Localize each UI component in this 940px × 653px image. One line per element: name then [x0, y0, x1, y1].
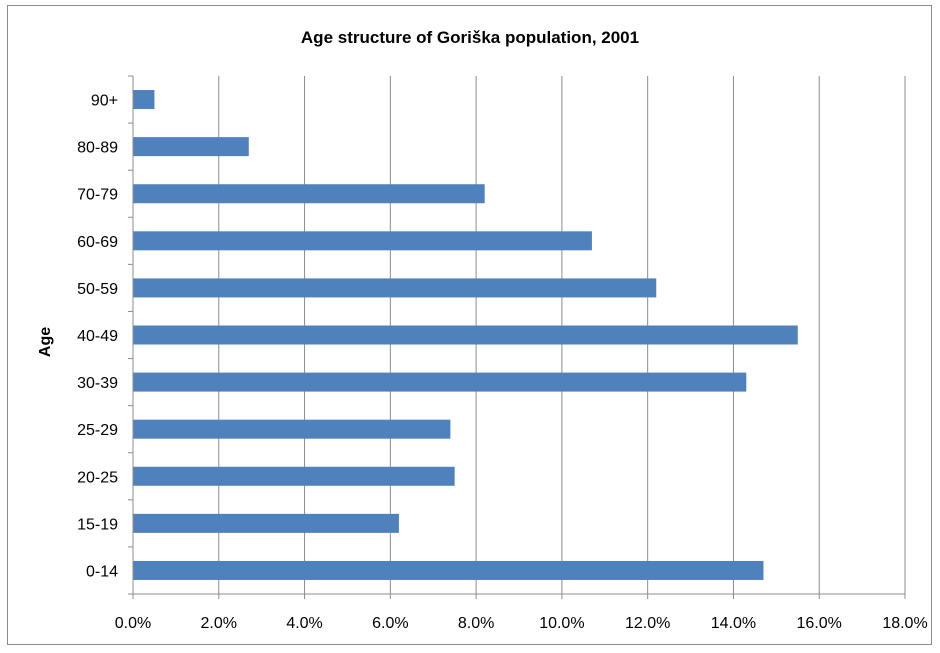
y-tick-label: 60-69: [77, 234, 118, 251]
bar-30-39: [133, 372, 747, 392]
x-tick-label: 0.0%: [115, 615, 151, 632]
x-tick-label: 14.0%: [711, 615, 756, 632]
y-tick-label: 15-19: [77, 516, 118, 533]
y-axis-title: Age: [37, 327, 54, 357]
y-tick-label: 25-29: [77, 422, 118, 439]
bar-15-19: [133, 513, 399, 533]
bar-90+: [133, 90, 155, 110]
x-tick-label: 18.0%: [882, 615, 927, 632]
y-tick-label: 40-49: [77, 328, 118, 345]
y-tick-labels: 0-14 15-19 20-25 25-29 30-39 40-49 50-59 60-69 7…: [77, 93, 118, 581]
bar-80-89: [133, 137, 249, 157]
bar-60-69: [133, 231, 592, 251]
bar-70-79: [133, 184, 485, 204]
y-tick-label: 70-79: [77, 187, 118, 204]
bar-0-14: [133, 560, 764, 580]
y-tick-label: 30-39: [77, 375, 118, 392]
chart-title: Age structure of Goriška population, 200…: [300, 28, 640, 47]
y-tick-label: 0-14: [86, 563, 118, 580]
bar-40-49: [133, 325, 798, 345]
x-tick-label: 10.0%: [539, 615, 584, 632]
x-tick-label: 6.0%: [372, 615, 408, 632]
x-tick-labels: 0.0% 2.0% 4.0% 6.0% 8.0% 10.0% 12.0% 14.0% 16.0%…: [115, 615, 928, 632]
y-tick-label: 80-89: [77, 140, 118, 157]
x-tick-label: 16.0%: [797, 615, 842, 632]
y-tick-label: 90+: [91, 93, 118, 110]
bar-50-59: [133, 278, 657, 298]
bar-25-29: [133, 419, 451, 439]
x-tick-label: 8.0%: [458, 615, 494, 632]
x-tick-label: 4.0%: [286, 615, 322, 632]
chart-frame: [7, 5, 932, 645]
bar-20-25: [133, 466, 455, 486]
x-tick-label: 12.0%: [625, 615, 670, 632]
bars: [133, 90, 798, 580]
y-tick-label: 20-25: [77, 469, 118, 486]
y-tick-label: 50-59: [77, 281, 118, 298]
axes: [132, 76, 905, 595]
x-tick-label: 2.0%: [201, 615, 237, 632]
